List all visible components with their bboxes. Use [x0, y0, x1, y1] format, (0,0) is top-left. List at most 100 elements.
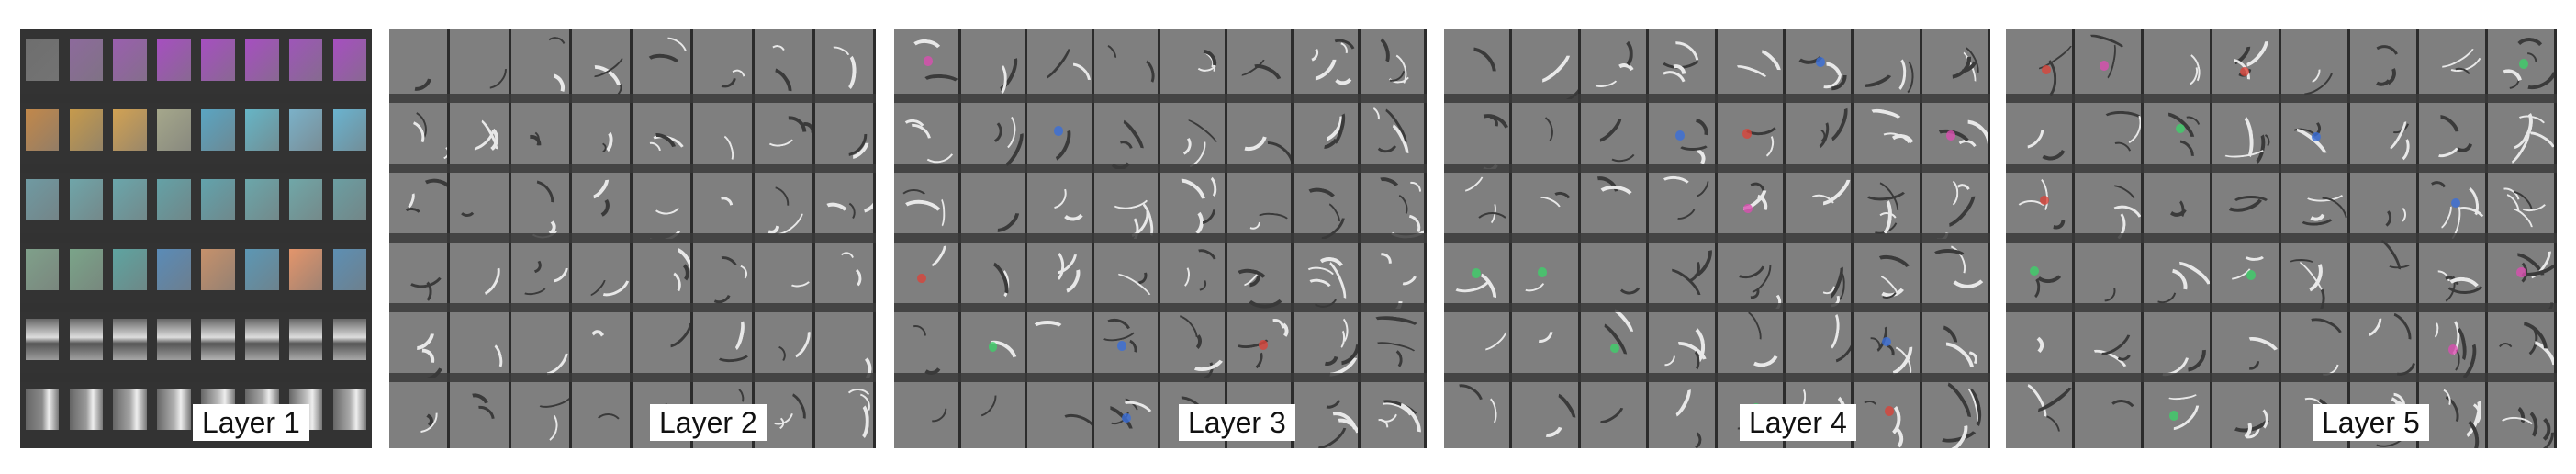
color-patch: [332, 108, 367, 152]
layer1-tile: [20, 169, 64, 239]
layer3-tile: [1226, 169, 1294, 239]
layer5-tile: [2419, 169, 2488, 239]
color-patch: [25, 108, 60, 152]
layer5-tile: [2488, 169, 2557, 239]
feature-stroke: [1521, 111, 1557, 151]
feature-stroke: [654, 309, 691, 355]
layer1-tile: [328, 239, 372, 309]
row-separator: [20, 233, 372, 243]
layer2-tile: [389, 378, 451, 448]
feature-stroke: [1665, 381, 1696, 422]
feature-stroke: [583, 328, 609, 368]
layer2-tile: [633, 169, 694, 239]
feature-stroke: [1316, 384, 1345, 412]
color-patch: [245, 318, 279, 361]
layer1-tile: [328, 309, 372, 378]
color-patch: [332, 178, 367, 221]
layer4-tile: [1921, 169, 1990, 239]
layer3-tile: [1027, 309, 1094, 378]
color-blob: [1946, 130, 1956, 141]
feature-stroke: [458, 198, 477, 217]
layer3-tile: [894, 29, 961, 99]
color-blob: [1882, 336, 1892, 347]
feature-stroke: [1036, 247, 1065, 286]
layer3-tile: [894, 309, 961, 378]
layer1-tile: [196, 309, 241, 378]
feature-stroke: [2242, 246, 2267, 261]
layer5-tile: [2350, 169, 2419, 239]
layer4-tile: [1444, 309, 1513, 378]
color-patch: [245, 39, 279, 82]
color-patch: [332, 318, 367, 361]
color-blob: [2246, 270, 2256, 280]
color-patch: [69, 178, 104, 221]
layer3-tile: [960, 29, 1027, 99]
color-blob: [1121, 412, 1131, 423]
layer5-tile: [2075, 309, 2144, 378]
layer4-tile: [1717, 29, 1786, 99]
color-blob: [2041, 64, 2052, 75]
feature-stroke: [1593, 183, 1638, 217]
color-blob: [2448, 344, 2458, 356]
layer3-tile: [1027, 239, 1094, 309]
layer3-tile: [1294, 378, 1361, 448]
color-patch: [288, 39, 323, 82]
layer4-tile: [1717, 99, 1786, 169]
layer2-tile: [814, 378, 876, 448]
color-patch: [157, 108, 191, 152]
layer2-tile: [754, 309, 815, 378]
layer5-tile: [2144, 378, 2212, 448]
color-patch: [288, 178, 323, 221]
feature-stroke: [920, 73, 958, 94]
feature-stroke: [2010, 333, 2045, 359]
layer3-tile: [1226, 99, 1294, 169]
layer1-tile: [20, 29, 64, 99]
layer4-tile: [1444, 29, 1513, 99]
layer1-tile: [152, 309, 196, 378]
layer1-tile: [196, 99, 241, 169]
feature-stroke: [2297, 312, 2347, 354]
layer5-tile: [2488, 29, 2557, 99]
feature-stroke: [1371, 313, 1421, 334]
feature-stroke: [1657, 175, 1694, 199]
layer3-tile: [1093, 239, 1160, 309]
layer1-tile: [20, 239, 64, 309]
layer2-tile: [450, 29, 511, 99]
layer4-tile: [1854, 29, 1922, 99]
feature-stroke: [400, 61, 436, 96]
layer2-tile: [389, 29, 451, 99]
layer2-tile: [571, 239, 633, 309]
layer4-tile: [1444, 169, 1513, 239]
layer5-tile: [2419, 378, 2488, 448]
layer1-tile: [152, 239, 196, 309]
layer2-tile: [693, 29, 755, 99]
feature-stroke: [482, 341, 506, 374]
layer4-panel: Layer 4: [1444, 29, 1990, 448]
layer2-tile: [571, 169, 633, 239]
feature-stroke: [1666, 425, 1703, 448]
layer4-tile: [1649, 99, 1718, 169]
layer5-tile: [2075, 239, 2144, 309]
layer1-tile: [196, 239, 241, 309]
feature-stroke: [2386, 257, 2412, 270]
color-blob: [1674, 130, 1685, 141]
feature-stroke: [2287, 258, 2316, 269]
layer3-tile: [1360, 309, 1427, 378]
layer1-tile: [284, 169, 328, 239]
layer2-tile: [814, 169, 876, 239]
layer5-panel: Layer 5: [2006, 29, 2557, 448]
feature-stroke: [1394, 264, 1420, 288]
layer3-tile: [1226, 239, 1294, 309]
layer4-tile: [1512, 169, 1581, 239]
layer1-tile: [240, 239, 284, 309]
layer4-tile: [1580, 29, 1650, 99]
feature-stroke: [409, 277, 432, 305]
layer5-tile: [2350, 29, 2419, 99]
layer5-label: Layer 5: [2313, 404, 2429, 441]
layer5-tile: [2144, 309, 2212, 378]
layer4-tile: [1649, 29, 1718, 99]
row-separator: [20, 164, 372, 173]
feature-stroke: [1668, 197, 1699, 224]
layer2-tile: [693, 99, 755, 169]
layer2-tile: [754, 239, 815, 309]
